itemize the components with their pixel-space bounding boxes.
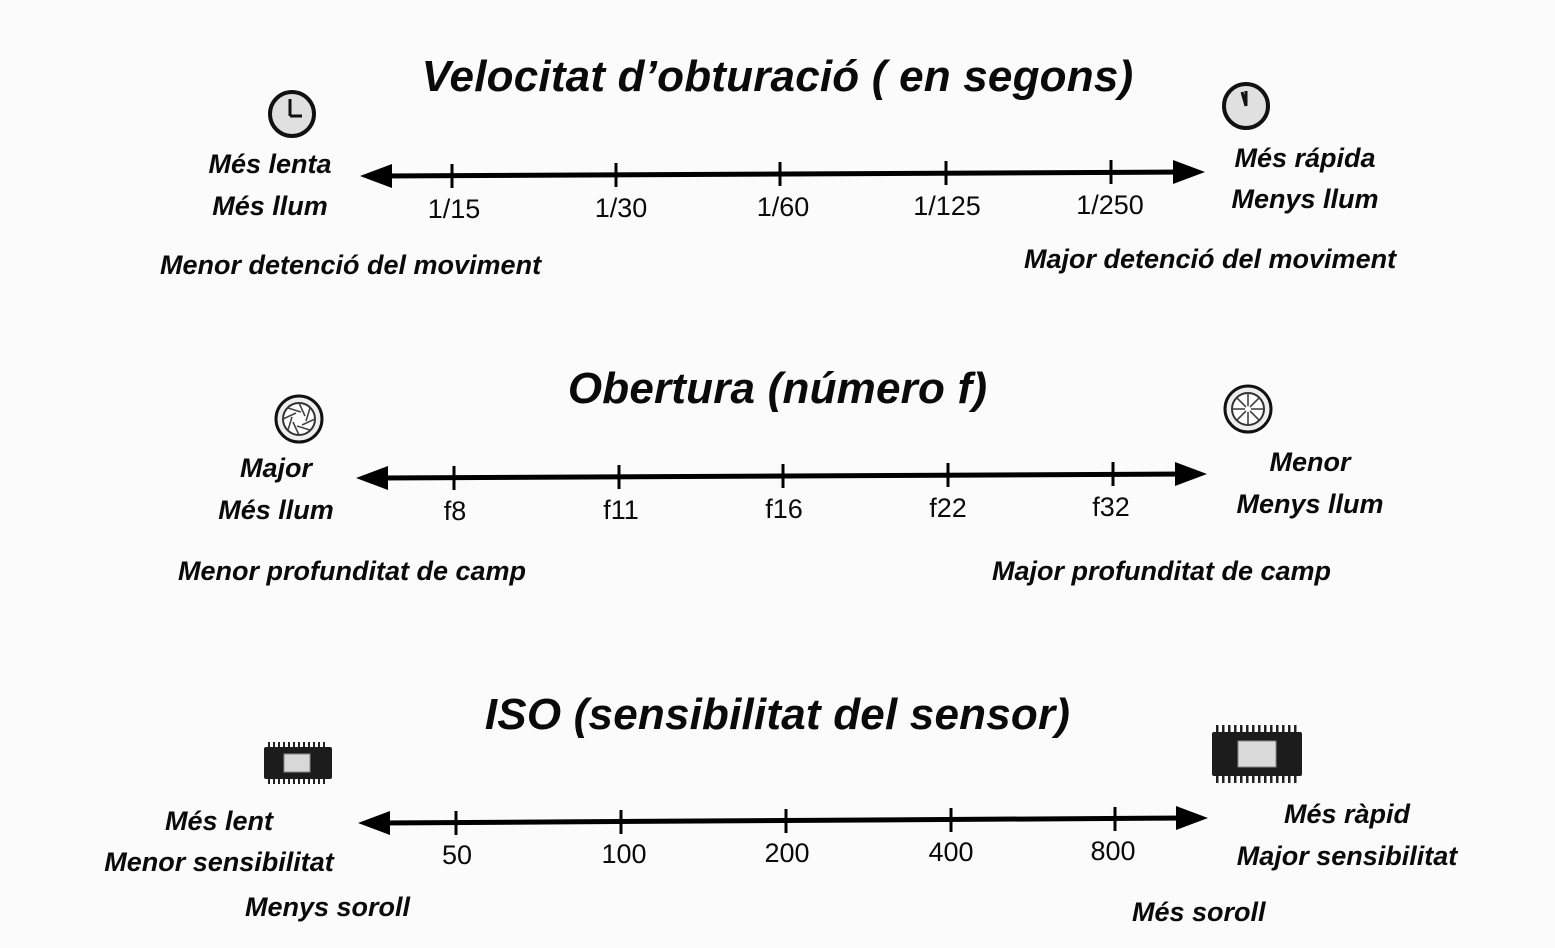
right-label-smaller: Menor <box>1269 447 1351 477</box>
iso-section: ISO (sensibilitat del sensor) <box>0 620 1555 930</box>
tick-label: 1/15 <box>427 194 481 224</box>
clock-icon <box>1222 82 1270 130</box>
left-label-more-light: Més llum <box>212 191 328 221</box>
right-label-faster: Més ràpid <box>1283 799 1411 829</box>
left-note: Menor profunditat de camp <box>178 556 527 586</box>
left-note: Menor detenció del moviment <box>160 250 542 280</box>
left-label-larger: Major <box>239 453 312 483</box>
tick-label: 200 <box>764 838 810 868</box>
right-label-less-light: Menys llum <box>1231 184 1379 214</box>
right-note: Major profunditat de camp <box>992 556 1332 586</box>
aperture-section: Obertura (número f) Major Més <box>0 310 1555 620</box>
aperture-icon <box>274 394 324 444</box>
section-title: Velocitat d’obturació ( en segons) <box>421 52 1134 101</box>
left-label-slower: Més lenta <box>208 149 332 179</box>
tick-label: 400 <box>928 837 974 867</box>
tick-label: f11 <box>603 495 639 525</box>
left-note: Menys soroll <box>245 892 411 922</box>
sensor-chip-icon <box>264 742 332 784</box>
tick-label: 50 <box>441 840 473 870</box>
tick-label: 1/125 <box>913 191 981 221</box>
tick-label: 1/30 <box>594 193 648 223</box>
tick-label: 100 <box>601 839 647 869</box>
right-label-higher-sensitivity: Major sensibilitat <box>1236 841 1458 871</box>
section-title: ISO (sensibilitat del sensor) <box>484 690 1071 739</box>
shutter-speed-section: Velocitat d’obturació ( en segons) Més l… <box>0 0 1555 310</box>
tick-label: f16 <box>765 494 803 524</box>
tick-label: 800 <box>1090 836 1136 866</box>
aperture-icon <box>1223 384 1273 434</box>
left-label-lower-sensitivity: Menor sensibilitat <box>104 847 334 877</box>
right-note: Més soroll <box>1132 897 1266 927</box>
scale-axis <box>356 462 1207 490</box>
tick-label: f8 <box>443 496 467 526</box>
scale-axis <box>358 806 1208 835</box>
left-label-more-light: Més llum <box>218 495 334 525</box>
clock-icon <box>268 90 316 138</box>
right-note: Major detenció del moviment <box>1024 244 1397 274</box>
section-title: Obertura (número f) <box>567 364 988 413</box>
tick-label: 1/250 <box>1076 190 1144 220</box>
tick-label: 1/60 <box>756 192 810 222</box>
sensor-chip-icon <box>1212 725 1302 783</box>
tick-label: f22 <box>929 493 967 523</box>
scale-axis <box>360 160 1205 188</box>
right-label-less-light: Menys llum <box>1236 489 1384 519</box>
tick-label: f32 <box>1092 492 1130 522</box>
right-label-faster: Més rápida <box>1234 143 1376 173</box>
left-label-slower: Més lent <box>164 806 274 836</box>
